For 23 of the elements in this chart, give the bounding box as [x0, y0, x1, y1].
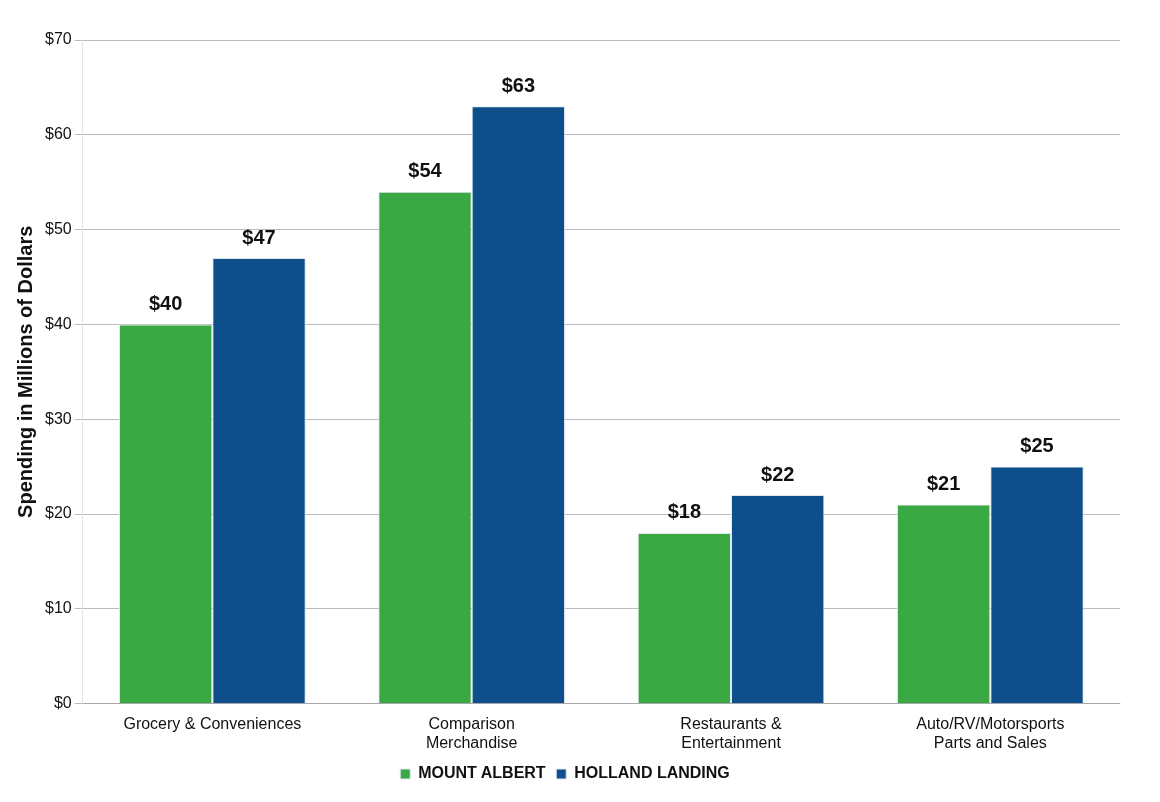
y-tick-label: $70: [44, 30, 72, 48]
y-tick-label: $40: [44, 314, 72, 332]
data-label: $40: [148, 291, 183, 314]
x-tick-label: Comparison Merchandise: [425, 714, 518, 751]
y-tick-label: $60: [44, 125, 72, 143]
x-tick-label: Grocery & Conveniences: [123, 714, 302, 732]
x-tick-label: Restaurants & Entertainment: [680, 714, 783, 751]
data-label: $22: [761, 462, 795, 485]
y-axis-title: Spending in Millions of Dollars: [13, 225, 36, 518]
data-label: $63: [501, 73, 536, 96]
legend-label: MOUNT ALBERT: [418, 764, 546, 782]
data-label: $47: [242, 225, 276, 248]
y-tick-label: $10: [44, 599, 72, 617]
y-tick-label: $0: [53, 694, 72, 712]
data-label: $54: [408, 159, 443, 182]
data-label: $21: [926, 472, 961, 495]
legend-label: HOLLAND LANDING: [574, 764, 730, 782]
y-tick-label: $20: [44, 504, 72, 522]
y-tick-label: $50: [44, 220, 72, 238]
y-tick-label: $30: [44, 409, 72, 427]
x-tick-label: Auto/RV/Motorsports Parts and Sales: [916, 714, 1065, 751]
data-label: $18: [667, 500, 702, 523]
data-label: $25: [1020, 434, 1054, 457]
